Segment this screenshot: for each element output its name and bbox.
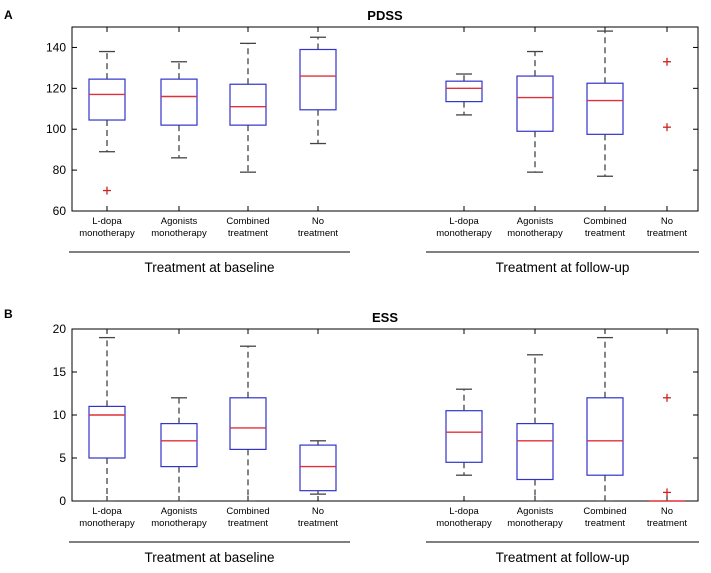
category-label: treatment — [585, 228, 625, 239]
category-label: L-dopa — [449, 506, 479, 517]
category-label: monotherapy — [151, 518, 207, 529]
outlier-marker — [103, 186, 111, 195]
category-label: Combined — [583, 216, 626, 227]
category-label: treatment — [298, 228, 338, 239]
category-label: Agonists — [161, 506, 198, 517]
box — [586, 82, 624, 135]
y-tick-label: 100 — [46, 122, 66, 136]
category-label: No — [312, 216, 324, 227]
category-label: Combined — [226, 216, 269, 227]
category-label: monotherapy — [436, 518, 492, 529]
category-label: Combined — [226, 506, 269, 517]
outlier-marker — [663, 123, 671, 132]
box — [88, 405, 126, 459]
group-label: Treatment at baseline — [144, 260, 274, 275]
chart-title: PDSS — [367, 8, 403, 23]
chart-title: ESS — [372, 310, 398, 325]
outlier-marker — [663, 57, 671, 66]
box — [229, 397, 267, 450]
y-tick-label: 0 — [59, 494, 66, 508]
category-label: treatment — [228, 518, 268, 529]
category-label: L-dopa — [92, 216, 122, 227]
category-label: L-dopa — [449, 216, 479, 227]
box — [516, 423, 554, 481]
category-label: No — [661, 216, 673, 227]
category-label: treatment — [228, 228, 268, 239]
y-tick-label: 15 — [53, 365, 67, 379]
category-label: monotherapy — [507, 518, 563, 529]
y-tick-label: 20 — [53, 322, 67, 336]
y-tick-label: 140 — [46, 40, 66, 54]
pdss-chart: PDSS6080100120140L-dopamonotherapyAgonis… — [46, 8, 699, 275]
outlier-marker — [663, 393, 671, 402]
panel-letter-b: B — [4, 307, 13, 321]
box — [586, 397, 624, 476]
y-tick-label: 120 — [46, 81, 66, 95]
panel-letter-a: A — [4, 8, 13, 22]
y-tick-label: 60 — [53, 204, 67, 218]
y-tick-label: 80 — [53, 163, 67, 177]
category-label: treatment — [585, 518, 625, 529]
box — [88, 78, 126, 121]
y-tick-label: 5 — [59, 451, 66, 465]
category-label: Agonists — [161, 216, 198, 227]
box — [445, 410, 483, 463]
category-label: treatment — [647, 228, 687, 239]
category-label: treatment — [298, 518, 338, 529]
box — [229, 83, 267, 126]
outlier-marker — [663, 488, 671, 497]
box — [445, 80, 483, 103]
box — [516, 75, 554, 132]
box — [299, 48, 337, 111]
ess-chart: ESS05101520L-dopamonotherapyAgonistsmono… — [53, 310, 699, 565]
group-label: Treatment at follow-up — [496, 260, 630, 275]
category-label: monotherapy — [79, 228, 135, 239]
category-label: L-dopa — [92, 506, 122, 517]
category-label: No — [661, 506, 673, 517]
group-label: Treatment at follow-up — [496, 550, 630, 565]
box — [160, 423, 198, 468]
category-label: No — [312, 506, 324, 517]
category-label: treatment — [647, 518, 687, 529]
plot-frame — [71, 26, 699, 212]
box — [299, 444, 337, 492]
group-label: Treatment at baseline — [144, 550, 274, 565]
y-tick-label: 10 — [53, 408, 67, 422]
category-label: Agonists — [517, 506, 554, 517]
category-label: monotherapy — [79, 518, 135, 529]
category-label: Combined — [583, 506, 626, 517]
category-label: monotherapy — [436, 228, 492, 239]
category-label: Agonists — [517, 216, 554, 227]
category-label: monotherapy — [151, 228, 207, 239]
box — [160, 78, 198, 126]
category-label: monotherapy — [507, 228, 563, 239]
